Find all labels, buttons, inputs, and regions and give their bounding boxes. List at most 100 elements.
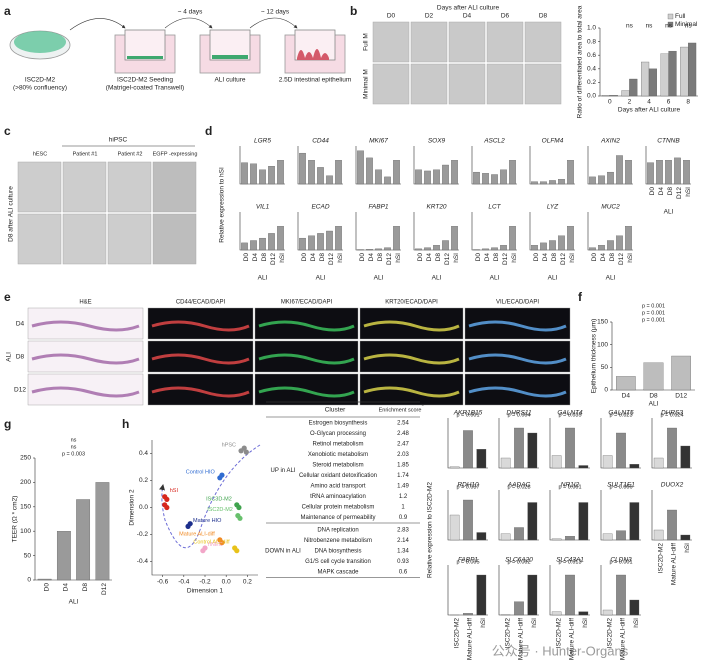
axis: [549, 565, 590, 616]
micrograph: [17, 213, 62, 265]
annotation: p = 0.024: [660, 412, 683, 418]
bar: [527, 574, 538, 616]
column-label: CD44/ECAD/DAPI: [176, 300, 226, 306]
bar: [602, 609, 613, 616]
panel-label: a: [4, 4, 11, 18]
point-label: hNEC: [208, 542, 223, 548]
y-tick-label: 0.0: [587, 93, 596, 100]
bar: [500, 533, 511, 541]
x-tick-label: D12: [618, 253, 625, 265]
x-tick-label: D8: [493, 253, 500, 262]
column-label: EGFP -expressing: [153, 151, 198, 157]
x-tick-label: Mature ALI-diff: [467, 618, 474, 660]
chart-title: FABP1: [368, 204, 388, 211]
panel-label: d: [205, 124, 212, 138]
bar: [578, 465, 589, 469]
bar: [602, 455, 613, 469]
micrograph: [152, 161, 197, 213]
annotation: p = 0.003: [62, 451, 85, 457]
micrograph: [448, 21, 486, 63]
bar: [500, 245, 507, 251]
annotation: p = 0.028: [507, 484, 530, 490]
tissue: [151, 386, 250, 398]
chart-title: LCT: [488, 204, 501, 211]
column-label: D0: [387, 13, 396, 20]
bar: [629, 78, 638, 97]
bar: [250, 163, 257, 185]
tissue: [363, 320, 460, 332]
bar: [665, 160, 672, 185]
group-label: ALI: [6, 352, 13, 362]
point-label: ISC3D-M2: [206, 496, 232, 502]
chart-title: AKR1B15: [453, 410, 483, 417]
x-tick-label: 8: [686, 99, 690, 106]
bar: [449, 466, 460, 469]
table-cell: 1.49: [397, 484, 409, 490]
bar: [567, 226, 574, 251]
point-label: ISC2D-M2: [207, 507, 233, 513]
x-tick-label: -0.6: [157, 579, 169, 586]
axis: [600, 490, 641, 541]
bar: [607, 171, 614, 185]
bar: [578, 611, 589, 616]
x-tick-label: D4: [484, 253, 491, 262]
x-tick-label: D0: [301, 253, 308, 262]
x-tick-label: D8: [377, 253, 384, 262]
column-label: D6: [501, 13, 510, 20]
column-label: VIL/ECAD/DAPI: [496, 300, 539, 306]
y-axis-label: TEER (Ω * cm2): [12, 496, 19, 543]
bar: [551, 538, 562, 541]
bar: [308, 160, 315, 185]
label: (Matrigel-coated Transwell): [106, 85, 184, 92]
panel-label: b: [350, 4, 357, 18]
bar: [424, 170, 431, 185]
chart-title: SOX9: [428, 138, 446, 145]
bar: [277, 226, 284, 251]
bar: [433, 245, 440, 251]
table-cell: Steroid metabolism: [312, 463, 363, 469]
y-tick-label: 0.8: [587, 38, 596, 45]
panel-label: g: [4, 417, 11, 431]
table-cell: DNA biosynthesis: [314, 549, 361, 555]
annotation: p = 0.006: [609, 484, 632, 490]
chart-title: SULT1E1: [607, 482, 635, 489]
bar: [366, 157, 373, 185]
tissue: [258, 386, 355, 398]
chart-title: VIL1: [256, 204, 270, 211]
bar: [241, 242, 248, 251]
tissue: [151, 353, 250, 365]
bar: [688, 42, 697, 97]
bar: [500, 457, 511, 469]
axis: [447, 490, 488, 541]
table-cell: 0.6: [399, 570, 408, 576]
annotation: p = 0.005: [456, 559, 479, 565]
annotation: p = 0.001: [558, 484, 581, 490]
x-axis-label: ALI: [548, 275, 558, 282]
table-cell: G1/S cell cycle transition: [305, 559, 371, 565]
bar: [393, 226, 400, 251]
micrograph: [372, 21, 410, 63]
point-label: Mature ALI-diff: [179, 531, 215, 537]
bar: [629, 464, 640, 469]
legend-swatch: [667, 21, 674, 28]
x-tick-label: D0: [475, 253, 482, 262]
annotation: p = 0.001: [609, 559, 632, 565]
bar: [609, 95, 618, 97]
y-tick-label: 0.4: [587, 66, 596, 73]
bar: [451, 226, 458, 251]
chart-title: OLFM4: [542, 138, 564, 145]
x-tick-label: D0: [417, 253, 424, 262]
x-tick-label: D8: [261, 253, 268, 262]
annotation: ns: [646, 23, 654, 30]
x-tick-label: D12: [675, 393, 687, 400]
bar: [653, 457, 664, 469]
y-tick-label: 0.2: [587, 79, 596, 86]
bar: [514, 601, 524, 616]
chart-title: DUOX2: [661, 482, 684, 489]
annotation: p = 0.001: [642, 317, 665, 323]
bar: [558, 179, 565, 185]
bar: [259, 237, 266, 251]
table-cell: MAPK cascade: [317, 570, 359, 576]
axis: [151, 440, 258, 576]
label: ~ 4 days: [178, 9, 204, 16]
